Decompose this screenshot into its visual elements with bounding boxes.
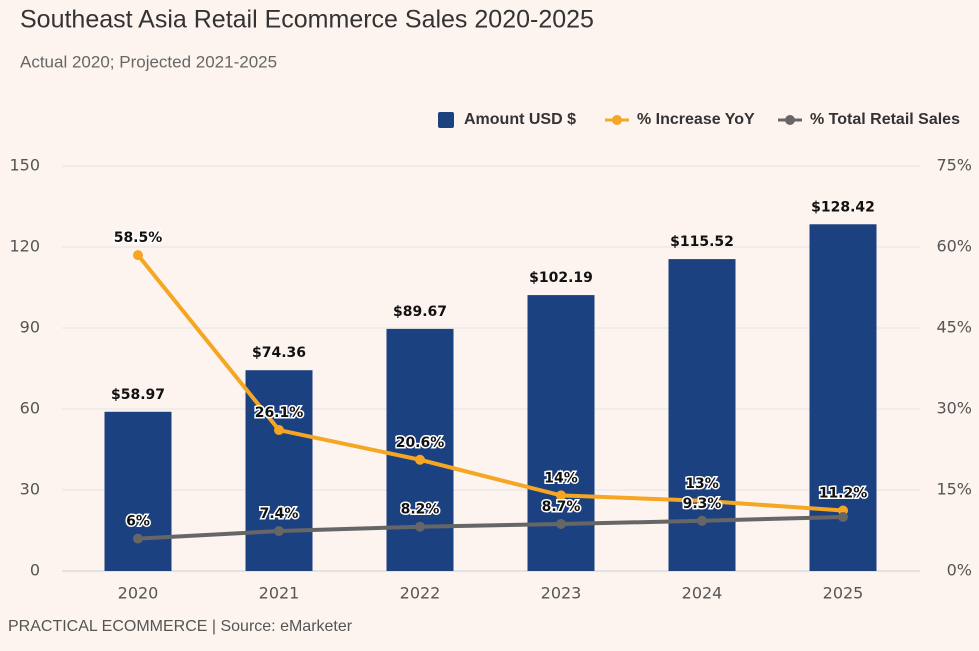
legend-label: % Total Retail Sales xyxy=(810,111,960,128)
legend-label: % Increase YoY xyxy=(637,111,755,128)
point xyxy=(133,533,143,544)
chart-title: Southeast Asia Retail Ecommerce Sales 20… xyxy=(20,6,594,34)
data-label: $115.52 xyxy=(670,234,734,250)
data-label: 20.6% xyxy=(396,435,445,451)
data-label: $89.67 xyxy=(393,304,447,320)
source: PRACTICAL ECOMMERCE | Source: eMarketer xyxy=(8,618,353,635)
legend-swatch xyxy=(785,115,795,125)
point xyxy=(556,490,566,501)
data-label: 6% xyxy=(126,514,150,530)
data-label: $128.42 xyxy=(811,199,875,215)
data-label: 14% xyxy=(544,470,578,486)
line xyxy=(137,515,844,541)
point xyxy=(133,250,143,261)
x-tick-label: 2020 xyxy=(118,584,159,603)
bar xyxy=(104,411,172,571)
legend-swatch xyxy=(612,115,622,125)
y-tick-label: 60 xyxy=(20,399,40,418)
chart-subtitle: Actual 2020; Projected 2021-2025 xyxy=(20,52,277,71)
y-tick-label: 0 xyxy=(30,561,40,580)
data-label: 9.3% xyxy=(683,496,722,512)
legend-swatch xyxy=(438,112,454,128)
y2-tick-label: 15% xyxy=(936,480,972,499)
y-tick-label: 120 xyxy=(9,237,40,256)
data-label: 26.1% xyxy=(255,405,304,421)
data-label: $102.19 xyxy=(529,270,593,286)
line xyxy=(136,253,844,513)
data-label: $74.36 xyxy=(252,345,306,361)
data-label: 58.5% xyxy=(114,230,163,246)
point xyxy=(556,519,566,530)
x-tick-label: 2024 xyxy=(682,584,723,603)
point xyxy=(697,515,707,526)
y-tick-label: 90 xyxy=(20,318,40,337)
point xyxy=(274,425,284,436)
bar xyxy=(527,295,595,571)
point xyxy=(274,526,284,537)
legend-label: Amount USD $ xyxy=(464,111,576,128)
data-label: $58.97 xyxy=(111,387,165,403)
y2-tick-label: 30% xyxy=(936,399,972,418)
point xyxy=(697,495,707,506)
x-tick-label: 2021 xyxy=(259,584,300,603)
x-tick-label: 2023 xyxy=(541,584,582,603)
y-tick-label: 30 xyxy=(20,480,40,499)
data-label: 8.7% xyxy=(542,499,581,515)
y2-tick-label: 45% xyxy=(936,318,972,337)
point xyxy=(838,512,848,522)
data-label: 11.2% xyxy=(819,486,868,502)
x-tick-label: 2025 xyxy=(823,584,864,603)
data-label: 7.4% xyxy=(260,506,299,522)
data-label: 8.2% xyxy=(401,502,440,518)
y2-tick-label: 75% xyxy=(936,156,972,175)
y-tick-label: 150 xyxy=(9,156,40,175)
data-label: 13% xyxy=(685,476,719,492)
point xyxy=(415,521,425,532)
y2-tick-label: 60% xyxy=(936,237,972,256)
x-tick-label: 2022 xyxy=(400,584,441,603)
y2-tick-label: 0% xyxy=(947,561,972,580)
point xyxy=(415,454,425,465)
